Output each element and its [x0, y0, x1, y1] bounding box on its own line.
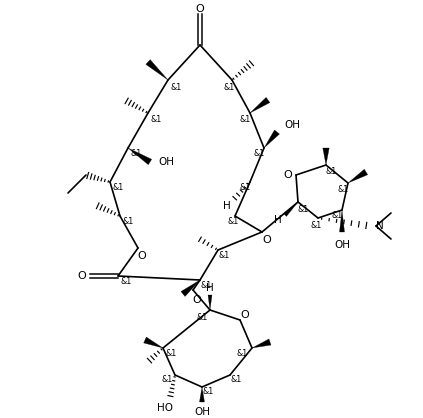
Polygon shape — [181, 280, 200, 296]
Text: OH: OH — [284, 120, 300, 130]
Text: HO: HO — [157, 403, 173, 413]
Text: &1: &1 — [130, 150, 142, 158]
Text: &1: &1 — [218, 252, 230, 260]
Text: &1: &1 — [310, 221, 321, 229]
Polygon shape — [144, 337, 163, 348]
Text: OH: OH — [158, 157, 174, 167]
Text: O: O — [78, 271, 86, 281]
Text: &1: &1 — [253, 150, 265, 158]
Polygon shape — [252, 339, 271, 348]
Text: OH: OH — [194, 407, 210, 417]
Polygon shape — [283, 202, 298, 217]
Polygon shape — [340, 210, 344, 232]
Text: &1: &1 — [165, 349, 177, 359]
Text: &1: &1 — [231, 375, 242, 385]
Text: N: N — [376, 221, 384, 231]
Text: &1: &1 — [170, 84, 181, 92]
Text: O: O — [192, 295, 201, 305]
Text: &1: &1 — [150, 115, 162, 123]
Text: O: O — [284, 170, 292, 180]
Text: O: O — [241, 310, 250, 320]
Text: O: O — [137, 251, 146, 261]
Text: &1: &1 — [228, 217, 239, 227]
Text: &1: &1 — [331, 212, 343, 221]
Text: &1: &1 — [338, 184, 349, 194]
Polygon shape — [250, 97, 270, 113]
Text: &1: &1 — [236, 349, 247, 359]
Text: &1: &1 — [223, 84, 235, 92]
Text: &1: &1 — [239, 115, 250, 123]
Polygon shape — [146, 60, 168, 80]
Text: &1: &1 — [122, 217, 134, 227]
Polygon shape — [200, 387, 204, 402]
Polygon shape — [128, 148, 152, 165]
Polygon shape — [264, 130, 280, 148]
Text: &1: &1 — [201, 280, 212, 290]
Text: O: O — [195, 4, 204, 14]
Text: H: H — [206, 283, 214, 293]
Text: H: H — [274, 215, 282, 225]
Polygon shape — [208, 295, 212, 310]
Text: &1: &1 — [196, 314, 208, 323]
Text: &1: &1 — [202, 387, 214, 395]
Text: O: O — [263, 235, 272, 245]
Text: &1: &1 — [297, 204, 309, 214]
Text: &1: &1 — [325, 166, 337, 176]
Text: H: H — [223, 201, 231, 211]
Text: &1: &1 — [113, 184, 124, 193]
Text: &1: &1 — [162, 375, 173, 385]
Polygon shape — [348, 169, 368, 183]
Polygon shape — [323, 148, 329, 165]
Text: &1: &1 — [121, 276, 132, 285]
Text: &1: &1 — [239, 184, 250, 193]
Text: OH: OH — [334, 240, 350, 250]
